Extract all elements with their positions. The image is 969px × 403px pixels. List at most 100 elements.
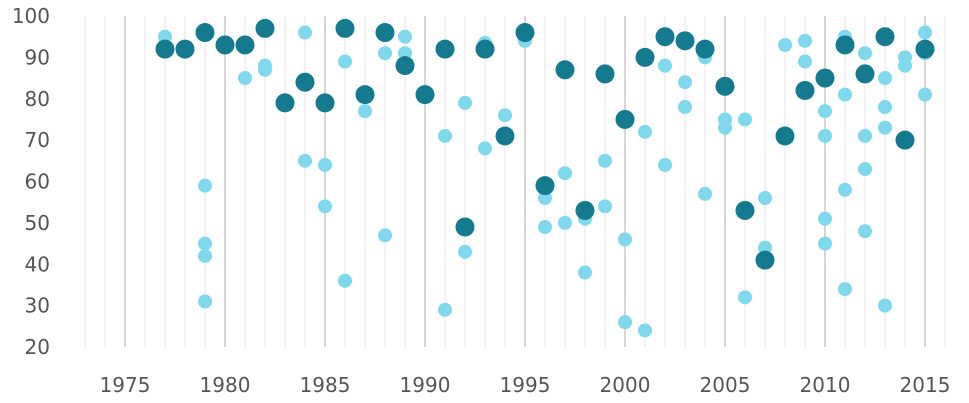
light-data-point[interactable]	[818, 236, 832, 251]
dark-data-point[interactable]	[455, 217, 475, 237]
light-data-point[interactable]	[538, 191, 552, 206]
light-data-point[interactable]	[458, 244, 472, 259]
dark-data-point[interactable]	[655, 27, 675, 47]
dark-data-point[interactable]	[835, 35, 855, 55]
light-data-point[interactable]	[878, 100, 892, 115]
light-data-point[interactable]	[658, 157, 672, 172]
dark-data-point[interactable]	[275, 93, 295, 113]
dark-data-point[interactable]	[255, 18, 275, 38]
light-data-point[interactable]	[838, 182, 852, 197]
dark-data-point[interactable]	[475, 39, 495, 59]
light-data-point[interactable]	[558, 215, 572, 230]
light-data-point[interactable]	[858, 224, 872, 239]
dark-data-point[interactable]	[715, 76, 735, 96]
light-data-point[interactable]	[318, 157, 332, 172]
dark-data-point[interactable]	[915, 39, 935, 59]
light-data-point[interactable]	[878, 71, 892, 86]
light-data-point[interactable]	[818, 104, 832, 119]
dark-data-point[interactable]	[615, 109, 635, 129]
dark-data-point[interactable]	[215, 35, 235, 55]
light-data-point[interactable]	[738, 112, 752, 127]
light-data-point[interactable]	[638, 323, 652, 338]
light-data-point[interactable]	[258, 62, 272, 77]
light-data-point[interactable]	[358, 104, 372, 119]
dark-data-point[interactable]	[595, 64, 615, 84]
light-data-point[interactable]	[378, 228, 392, 243]
light-data-point[interactable]	[658, 58, 672, 73]
light-data-point[interactable]	[158, 29, 172, 44]
light-data-point[interactable]	[858, 162, 872, 177]
dark-data-point[interactable]	[515, 23, 535, 43]
dark-data-point[interactable]	[375, 23, 395, 43]
light-data-point[interactable]	[438, 302, 452, 317]
light-data-point[interactable]	[398, 29, 412, 44]
light-data-point[interactable]	[478, 141, 492, 156]
light-data-point[interactable]	[878, 298, 892, 313]
dark-data-point[interactable]	[535, 176, 555, 196]
dark-data-point[interactable]	[775, 126, 795, 146]
dark-data-point[interactable]	[735, 200, 755, 220]
dark-data-point[interactable]	[695, 39, 715, 59]
light-data-point[interactable]	[678, 75, 692, 90]
light-data-point[interactable]	[818, 211, 832, 226]
light-data-point[interactable]	[378, 46, 392, 61]
light-data-point[interactable]	[878, 120, 892, 135]
light-data-point[interactable]	[638, 124, 652, 139]
dark-data-point[interactable]	[195, 23, 215, 43]
light-data-point[interactable]	[398, 46, 412, 61]
light-data-point[interactable]	[738, 290, 752, 305]
light-data-point[interactable]	[498, 108, 512, 123]
dark-data-point[interactable]	[755, 250, 775, 270]
light-data-point[interactable]	[438, 128, 452, 143]
light-data-point[interactable]	[918, 87, 932, 102]
dark-data-point[interactable]	[875, 27, 895, 47]
light-data-point[interactable]	[778, 37, 792, 52]
dark-data-point[interactable]	[435, 39, 455, 59]
light-data-point[interactable]	[618, 315, 632, 330]
dark-data-point[interactable]	[155, 39, 175, 59]
dark-data-point[interactable]	[175, 39, 195, 59]
light-data-point[interactable]	[318, 199, 332, 214]
dark-data-point[interactable]	[675, 31, 695, 51]
dark-data-point[interactable]	[295, 72, 315, 92]
light-data-point[interactable]	[198, 236, 212, 251]
light-data-point[interactable]	[918, 25, 932, 40]
light-data-point[interactable]	[598, 199, 612, 214]
dark-data-point[interactable]	[235, 35, 255, 55]
light-data-point[interactable]	[798, 33, 812, 48]
light-data-point[interactable]	[838, 282, 852, 297]
dark-data-point[interactable]	[855, 64, 875, 84]
dark-data-point[interactable]	[495, 126, 515, 146]
dark-data-point[interactable]	[335, 18, 355, 38]
light-data-point[interactable]	[858, 46, 872, 61]
dark-data-point[interactable]	[415, 85, 435, 105]
light-data-point[interactable]	[338, 273, 352, 288]
light-data-point[interactable]	[698, 186, 712, 201]
light-data-point[interactable]	[798, 54, 812, 69]
light-data-point[interactable]	[758, 191, 772, 206]
light-data-point[interactable]	[858, 128, 872, 143]
light-data-point[interactable]	[198, 178, 212, 193]
light-data-point[interactable]	[618, 232, 632, 247]
light-data-point[interactable]	[758, 240, 772, 255]
light-data-point[interactable]	[838, 87, 852, 102]
dark-data-point[interactable]	[555, 60, 575, 80]
dark-data-point[interactable]	[395, 56, 415, 76]
light-data-point[interactable]	[338, 54, 352, 69]
light-data-point[interactable]	[198, 294, 212, 309]
light-data-point[interactable]	[898, 58, 912, 73]
dark-data-point[interactable]	[895, 130, 915, 150]
dark-data-point[interactable]	[355, 85, 375, 105]
dark-data-point[interactable]	[575, 200, 595, 220]
light-data-point[interactable]	[558, 166, 572, 181]
light-data-point[interactable]	[238, 71, 252, 86]
light-data-point[interactable]	[678, 100, 692, 115]
light-data-point[interactable]	[298, 25, 312, 40]
light-data-point[interactable]	[538, 220, 552, 235]
light-data-point[interactable]	[298, 153, 312, 168]
light-data-point[interactable]	[598, 153, 612, 168]
dark-data-point[interactable]	[815, 68, 835, 88]
dark-data-point[interactable]	[795, 80, 815, 100]
light-data-point[interactable]	[198, 248, 212, 263]
light-data-point[interactable]	[578, 265, 592, 280]
